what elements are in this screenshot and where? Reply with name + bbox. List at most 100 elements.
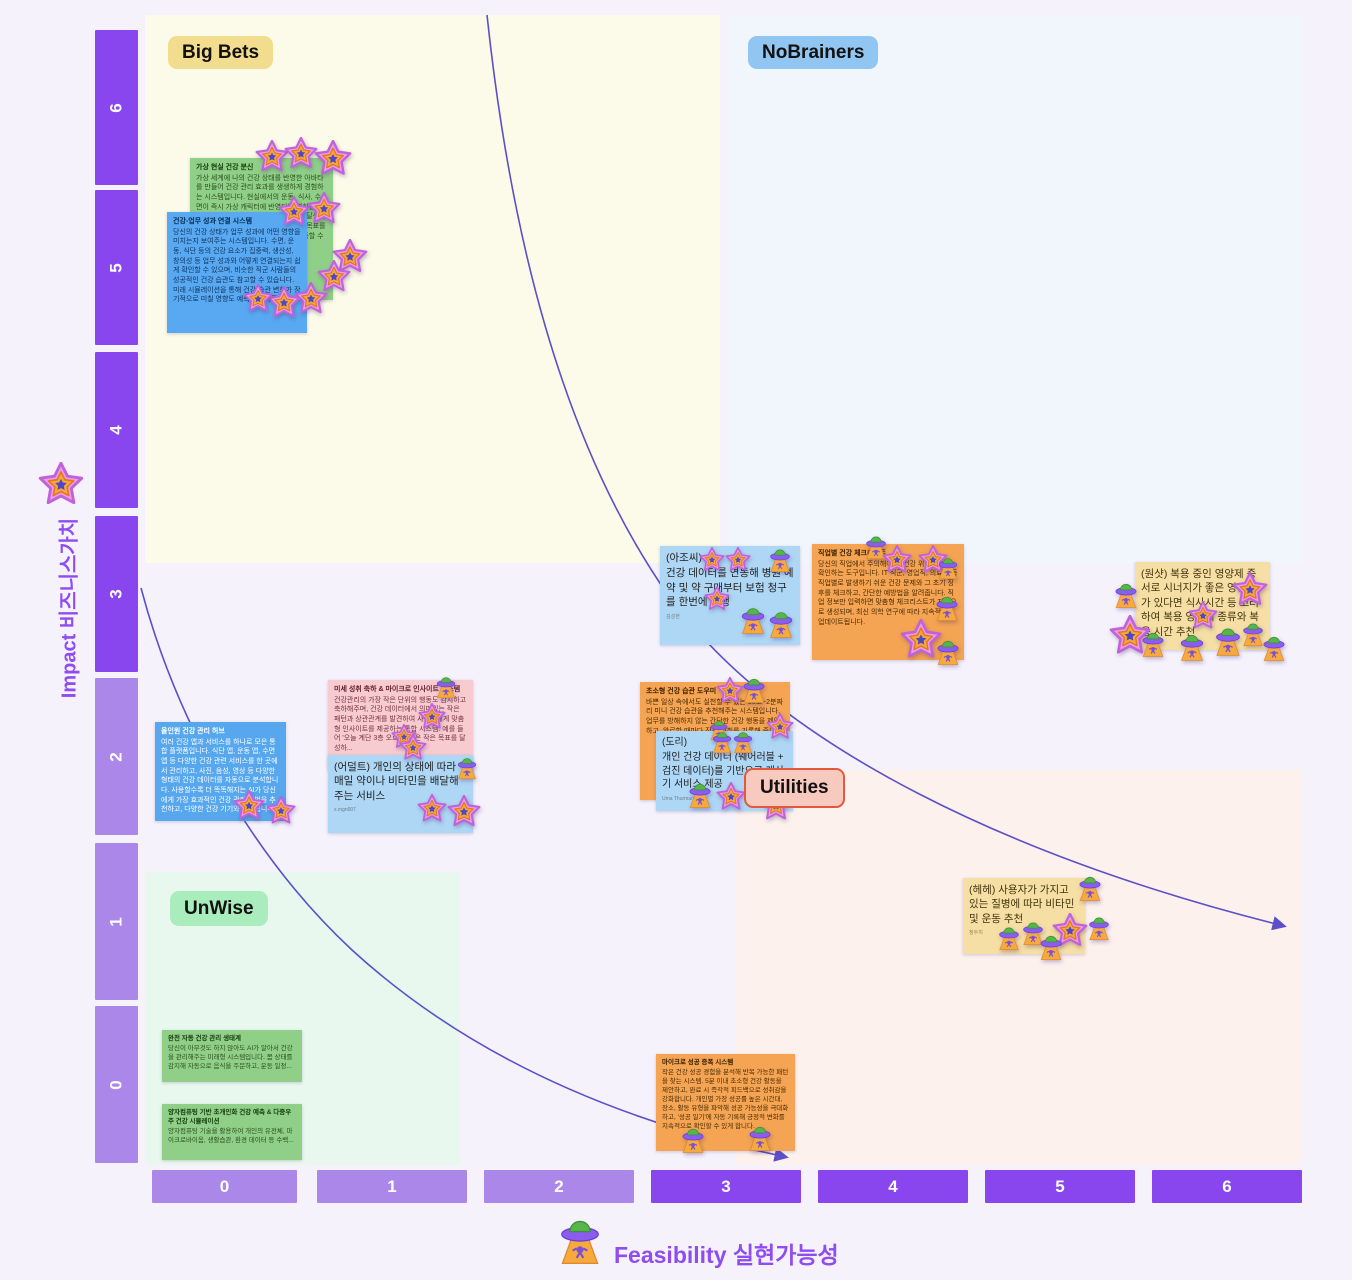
- y-axis-block-3: 3: [95, 516, 138, 672]
- star-stamp-icon: [699, 546, 725, 573]
- note-body: 여러 건강 앱과 서비스를 하나로 모은 통합 플랫폼입니다. 식단 앱, 운동…: [161, 738, 279, 814]
- note-body: 당신이 아무것도 하지 않아도 AI가 알아서 건강을 관리해주는 미래형 시스…: [168, 1044, 293, 1070]
- x-axis-block-6: 6: [1152, 1170, 1302, 1203]
- ufo-stamp-icon: [1138, 628, 1168, 658]
- y-axis-tick-label: 2: [106, 751, 126, 762]
- y-axis-tick-label: 4: [106, 425, 126, 435]
- note-body: 당신의 건강 상태가 업무 성과에 어떤 영향을 미치는지 보여주는 시스템입니…: [173, 228, 301, 304]
- ufo-stamp-icon: [454, 754, 480, 780]
- note-heading: (아조씨): [666, 552, 702, 564]
- x-axis-tick-label: 3: [721, 1176, 731, 1196]
- star-stamp-icon: [417, 793, 447, 824]
- note-body: (어덜트) 개인의 상태에 따라 매일 약이나 비타민을 배달해주는 서비스: [334, 761, 459, 802]
- note-body: 건강 데이터를 연동해 병원 예약 및 약 구매부터 보험 청구를 한번에 진행: [666, 567, 794, 609]
- note-title: 직업별 건강 체크리스트: [818, 550, 887, 557]
- y-axis-block-2: 2: [95, 678, 138, 835]
- x-axis-tick-label: 0: [219, 1176, 230, 1196]
- x-axis-block-0: 0: [152, 1170, 297, 1203]
- star-stamp-icon: [255, 139, 289, 174]
- star-stamp-icon: [882, 544, 912, 575]
- note-title: 마이크로 성공 증폭 시스템: [662, 1059, 734, 1066]
- ufo-stamp-icon: [737, 603, 769, 635]
- x-axis-tick-label: 6: [1222, 1176, 1232, 1196]
- zone-label-big-bets[interactable]: Big Bets: [168, 36, 274, 69]
- zone-label-nobrainers[interactable]: NoBrainers: [748, 36, 879, 69]
- impact-star-icon: [38, 461, 84, 513]
- note-body: 개인 건강 데이터 (웨어러블 + 검진 데이터)를 기반으로 계산기 서비스 …: [662, 751, 785, 791]
- ufo-stamp-icon: [932, 592, 962, 622]
- star-stamp-icon: [1052, 912, 1088, 949]
- feasibility-axis-title: Feasibility 실현가능성: [614, 1242, 839, 1268]
- ufo-stamp-icon: [678, 1124, 708, 1154]
- note-title: 양자컴퓨팅 기반 초개인화 건강 예측 & 다중우주 건강 시뮬레이션: [168, 1109, 292, 1125]
- sticky-note-adult-delivery[interactable]: (어덜트) 개인의 상태에 따라 매일 약이나 비타민을 배달해주는 서비스 s.…: [328, 755, 473, 833]
- note-body: 양자컴퓨팅 기술을 활용하여 개인의 유전체, 마이크로바이옴, 생활습관, 환…: [168, 1127, 294, 1144]
- star-stamp-icon: [307, 191, 341, 226]
- ufo-stamp-icon: [739, 674, 769, 704]
- sticky-note-hehe-recommend[interactable]: (헤헤) 사용자가 가지고 있는 질병에 따라 비타민 및 운동 추천 청두치: [963, 878, 1085, 954]
- star-stamp-icon: [1232, 571, 1268, 608]
- zone-label-utilities[interactable]: Utilities: [744, 768, 845, 808]
- impact-axis-title: Impact 비즈니스가치: [58, 517, 81, 699]
- star-stamp-icon: [900, 618, 942, 661]
- sticky-note-full-auto-ecosystem[interactable]: 완전 자동 건강 관리 생태계 당신이 아무것도 하지 않아도 AI가 알아서 건…: [162, 1030, 302, 1082]
- ufo-stamp-icon: [1239, 619, 1267, 647]
- ufo-stamp-icon: [766, 545, 794, 573]
- star-stamp-icon: [314, 139, 352, 178]
- star-stamp-icon: [243, 283, 273, 314]
- ufo-stamp-icon: [765, 607, 797, 639]
- ufo-stamp-icon: [995, 923, 1023, 951]
- x-axis-tick-label: 5: [1055, 1176, 1065, 1196]
- star-stamp-icon: [399, 733, 427, 762]
- ufo-stamp-icon: [1085, 913, 1113, 941]
- ufo-stamp-icon: [1176, 630, 1208, 662]
- y-axis-block-5: 5: [95, 190, 138, 345]
- y-axis-tick-label: 0: [106, 1079, 126, 1090]
- ufo-stamp-icon: [862, 532, 890, 560]
- star-stamp-icon: [332, 238, 368, 275]
- nobrainers-panel: [728, 15, 1302, 563]
- zone-label-unwise[interactable]: UnWise: [170, 891, 268, 926]
- x-axis-block-1: 1: [317, 1170, 467, 1203]
- ufo-stamp-icon: [745, 1122, 775, 1152]
- star-stamp-icon: [266, 795, 296, 826]
- star-stamp-icon: [233, 789, 265, 822]
- ufo-stamp-icon: [730, 728, 756, 754]
- note-title: 미세 성취 축하 & 마이크로 인사이트 시스템: [334, 686, 461, 693]
- sticky-note-micro-success-amplifier[interactable]: 마이크로 성공 증폭 시스템 작은 건강 성공 경험을 분석해 반복 가능한 패턴…: [656, 1054, 795, 1151]
- feasibility-ufo-icon: [553, 1212, 607, 1271]
- note-title: 가상 현실 건강 분신: [196, 164, 254, 171]
- note-heading: (도리): [662, 737, 688, 748]
- utilities-panel: [735, 770, 1302, 1165]
- star-stamp-icon: [317, 259, 351, 294]
- ufo-stamp-icon: [1259, 632, 1289, 662]
- star-stamp-icon: [1109, 614, 1151, 657]
- star-stamp-icon: [725, 546, 751, 573]
- ufo-stamp-icon: [1075, 872, 1105, 902]
- ufo-stamp-icon: [433, 673, 459, 699]
- x-axis-block-3: 3: [651, 1170, 801, 1203]
- note-title: 올인원 건강 관리 허브: [161, 728, 225, 735]
- y-axis-tick-label: 1: [106, 916, 126, 927]
- y-axis-tick-label: 5: [106, 262, 126, 273]
- y-axis-block-1: 1: [95, 843, 138, 1000]
- ufo-stamp-icon: [935, 554, 961, 580]
- note-title: 초소형 건강 습관 도우미: [646, 688, 717, 695]
- x-axis-block-2: 2: [484, 1170, 634, 1203]
- ufo-stamp-icon: [1111, 579, 1141, 609]
- ufo-stamp-icon: [1036, 931, 1066, 961]
- y-axis-block-6: 6: [95, 30, 138, 185]
- x-axis-tick-label: 1: [387, 1176, 397, 1196]
- note-body: (원샷) 복용 중인 영양제 중 서로 시너지가 좋은 영양제가 있다면 식사시…: [1141, 568, 1259, 638]
- star-stamp-icon: [1188, 600, 1218, 631]
- y-axis-block-0: 0: [95, 1006, 138, 1163]
- note-title: 건강-업무 성과 연결 시스템: [173, 218, 253, 225]
- note-author: 김성현: [666, 613, 680, 620]
- star-stamp-icon: [704, 585, 730, 612]
- star-stamp-icon: [418, 702, 446, 731]
- y-axis-block-4: 4: [95, 352, 138, 508]
- ufo-stamp-icon: [933, 636, 963, 666]
